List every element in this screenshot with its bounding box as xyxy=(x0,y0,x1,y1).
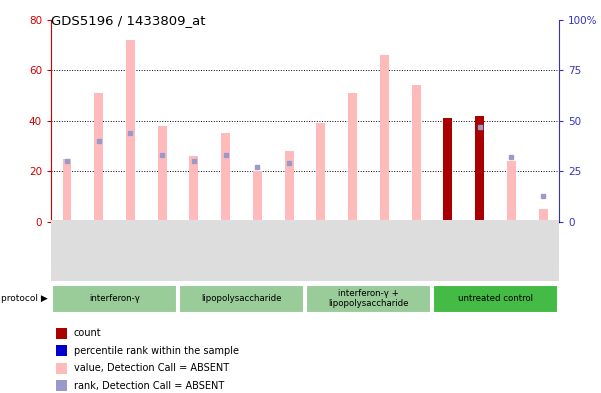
Bar xyxy=(178,220,210,281)
Text: value, Detection Call = ABSENT: value, Detection Call = ABSENT xyxy=(74,363,229,373)
Bar xyxy=(337,220,368,281)
Bar xyxy=(464,220,495,281)
Text: protocol ▶: protocol ▶ xyxy=(1,294,48,303)
Bar xyxy=(527,220,559,281)
Bar xyxy=(242,220,273,281)
Bar xyxy=(444,118,453,222)
Bar xyxy=(285,151,293,222)
FancyBboxPatch shape xyxy=(179,285,304,313)
Bar xyxy=(273,220,305,281)
Bar xyxy=(210,220,242,281)
Bar xyxy=(273,220,305,281)
FancyBboxPatch shape xyxy=(307,285,431,313)
Bar xyxy=(146,220,178,281)
Bar xyxy=(51,220,83,281)
Bar xyxy=(115,220,146,281)
Bar xyxy=(56,380,67,391)
Bar xyxy=(157,126,166,222)
Bar xyxy=(432,220,464,281)
Text: count: count xyxy=(74,329,102,338)
Bar xyxy=(221,134,230,222)
Text: interferon-γ +
lipopolysaccharide: interferon-γ + lipopolysaccharide xyxy=(328,289,409,309)
Bar xyxy=(507,161,516,222)
Bar xyxy=(94,93,103,222)
Bar xyxy=(464,220,495,281)
Bar xyxy=(368,220,400,281)
Bar xyxy=(210,220,242,281)
Bar xyxy=(56,345,67,356)
Bar xyxy=(527,220,559,281)
Text: GDS5196 / 1433809_at: GDS5196 / 1433809_at xyxy=(51,14,206,27)
Bar xyxy=(400,220,432,281)
Bar xyxy=(146,220,178,281)
Bar xyxy=(380,55,389,222)
Bar xyxy=(444,118,453,222)
Bar xyxy=(126,40,135,222)
Bar xyxy=(115,220,146,281)
Text: interferon-γ: interferon-γ xyxy=(89,294,140,303)
Bar xyxy=(56,363,67,374)
Bar xyxy=(253,171,262,222)
Bar xyxy=(51,220,83,281)
FancyBboxPatch shape xyxy=(433,285,558,313)
FancyBboxPatch shape xyxy=(52,285,177,313)
Bar xyxy=(337,220,368,281)
Bar xyxy=(368,220,400,281)
Bar xyxy=(83,220,115,281)
Bar xyxy=(242,220,273,281)
Bar xyxy=(305,220,337,281)
Bar xyxy=(348,93,357,222)
Bar xyxy=(317,123,325,222)
Bar xyxy=(495,220,527,281)
Bar xyxy=(83,220,115,281)
Bar xyxy=(63,159,72,222)
Text: untreated control: untreated control xyxy=(458,294,533,303)
Bar xyxy=(432,220,464,281)
Text: lipopolysaccharide: lipopolysaccharide xyxy=(201,294,282,303)
Bar xyxy=(400,220,432,281)
Bar xyxy=(538,209,548,222)
Text: percentile rank within the sample: percentile rank within the sample xyxy=(74,346,239,356)
Bar xyxy=(189,156,198,222)
Bar xyxy=(56,328,67,339)
Bar xyxy=(475,116,484,222)
Text: rank, Detection Call = ABSENT: rank, Detection Call = ABSENT xyxy=(74,381,224,391)
Bar xyxy=(495,220,527,281)
Bar xyxy=(178,220,210,281)
Bar xyxy=(305,220,337,281)
Bar xyxy=(412,85,421,222)
Bar xyxy=(475,116,484,222)
